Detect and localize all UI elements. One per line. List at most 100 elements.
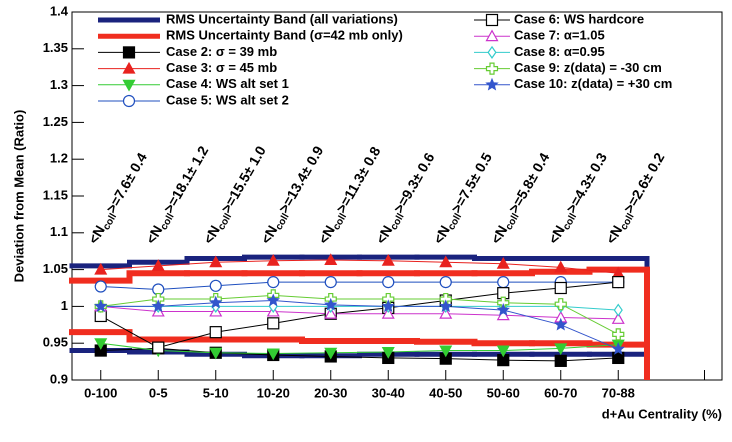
annotation-prefix: <N xyxy=(257,223,280,247)
marker xyxy=(554,343,568,356)
legend-box xyxy=(90,13,720,111)
legend-label: Case 3: σ = 45 mb xyxy=(166,60,277,75)
marker xyxy=(209,326,222,339)
marker xyxy=(612,328,625,341)
marker xyxy=(613,303,623,317)
marker xyxy=(209,279,222,292)
series-line xyxy=(100,305,619,311)
legend-label: RMS Uncertainty Band (all variations) xyxy=(166,11,398,26)
series-line xyxy=(100,294,619,335)
y-tick-label: 1.3 xyxy=(50,77,68,92)
annotation-prefix: <N xyxy=(545,223,568,247)
marker xyxy=(611,342,625,355)
y-tick-label: 1 xyxy=(61,298,68,313)
marker xyxy=(209,347,223,360)
marker xyxy=(439,276,452,289)
marker xyxy=(485,62,499,75)
x-tick-label: 50-60 xyxy=(487,385,520,400)
annotation-text: >=7.6± 0.4 xyxy=(102,150,149,216)
legend-label: Case 10: z(data) = +30 cm xyxy=(514,76,672,91)
marker xyxy=(94,262,108,275)
marker xyxy=(612,276,625,289)
marker xyxy=(267,317,280,330)
y-tick-label: 1.1 xyxy=(50,224,68,239)
marker xyxy=(554,317,568,331)
series-line xyxy=(100,281,619,349)
marker xyxy=(122,79,136,92)
legend-label: Case 8: α=0.95 xyxy=(514,44,605,59)
annotation-prefix: <N xyxy=(602,223,625,247)
marker xyxy=(324,307,338,319)
marker xyxy=(151,299,165,313)
marker xyxy=(381,299,395,313)
series-line xyxy=(100,305,619,320)
marker xyxy=(381,347,395,359)
x-tick-label: 10-20 xyxy=(257,385,290,400)
legend-label: Case 7: α=1.05 xyxy=(514,28,605,43)
x-tick-label: 20-30 xyxy=(314,385,347,400)
x-axis-label: d+Au Centrality (%) xyxy=(602,406,722,421)
annotation-text: >=4.3± 0.3 xyxy=(562,150,609,216)
marker xyxy=(324,253,338,266)
marker xyxy=(485,77,499,91)
marker xyxy=(439,307,453,319)
marker xyxy=(266,293,280,307)
x-tick-label: 0-100 xyxy=(84,385,117,400)
annotation-prefix: <N xyxy=(372,223,395,247)
annotation-prefix: <N xyxy=(487,223,510,247)
annotation-prefix: <N xyxy=(200,223,223,247)
marker xyxy=(381,254,395,266)
marker xyxy=(612,351,625,365)
annotation-prefix: <N xyxy=(142,223,165,247)
legend-label: Case 5: WS alt set 2 xyxy=(166,92,289,107)
marker xyxy=(266,348,280,361)
x-tick-label: 5-10 xyxy=(203,385,229,400)
annotation: <Ncoll>=5.8± 0.4 xyxy=(487,150,555,248)
annotation: <Ncoll>=4.3± 0.3 xyxy=(545,150,613,248)
annotation-text: >=13.4± 0.9 xyxy=(275,143,326,216)
marker xyxy=(439,345,453,358)
marker xyxy=(611,312,625,324)
legend-label: Case 4: WS alt set 1 xyxy=(166,76,289,91)
annotation-prefix: <N xyxy=(85,223,108,247)
marker xyxy=(267,276,280,289)
marker xyxy=(324,347,338,360)
legend-label: Case 9: z(data) = -30 cm xyxy=(514,60,662,75)
series-line xyxy=(100,342,619,355)
y-tick-label: 1.2 xyxy=(50,151,68,166)
y-tick-label: 0.95 xyxy=(43,335,68,350)
annotation-text: >=15.5± 1.0 xyxy=(217,143,268,216)
marker xyxy=(382,276,395,289)
y-tick-label: 0.9 xyxy=(50,371,68,386)
x-tick-label: 40-50 xyxy=(429,385,462,400)
marker xyxy=(209,295,223,309)
marker xyxy=(496,345,510,358)
annotation: <Ncoll>=2.6± 0.2 xyxy=(602,150,670,248)
annotation-text: >=7.5± 0.5 xyxy=(447,150,494,216)
marker xyxy=(122,46,136,59)
marker xyxy=(94,338,108,350)
y-axis-label: Deviation from Mean (Ratio) xyxy=(11,110,26,283)
annotation-text: >=18.1± 1.2 xyxy=(160,143,211,216)
marker xyxy=(122,94,136,108)
marker xyxy=(324,276,337,289)
annotation-text: >=11.3± 0.8 xyxy=(332,143,383,215)
series-line xyxy=(100,259,619,274)
annotation-text: >=5.8± 0.4 xyxy=(505,150,552,216)
marker xyxy=(554,281,567,295)
annotation: <Ncoll>=9.3± 0.6 xyxy=(372,150,440,248)
marker xyxy=(554,260,568,273)
series-line xyxy=(100,300,619,350)
marker xyxy=(497,276,510,289)
marker xyxy=(439,299,453,313)
x-tick-label: 30-40 xyxy=(372,385,405,400)
marker xyxy=(496,303,510,316)
marker xyxy=(485,13,499,27)
x-tick-label: 60-70 xyxy=(544,385,577,400)
y-tick-label: 1.35 xyxy=(43,40,68,55)
marker xyxy=(152,341,165,354)
x-tick-label: 0-5 xyxy=(149,385,168,400)
marker xyxy=(439,255,453,268)
